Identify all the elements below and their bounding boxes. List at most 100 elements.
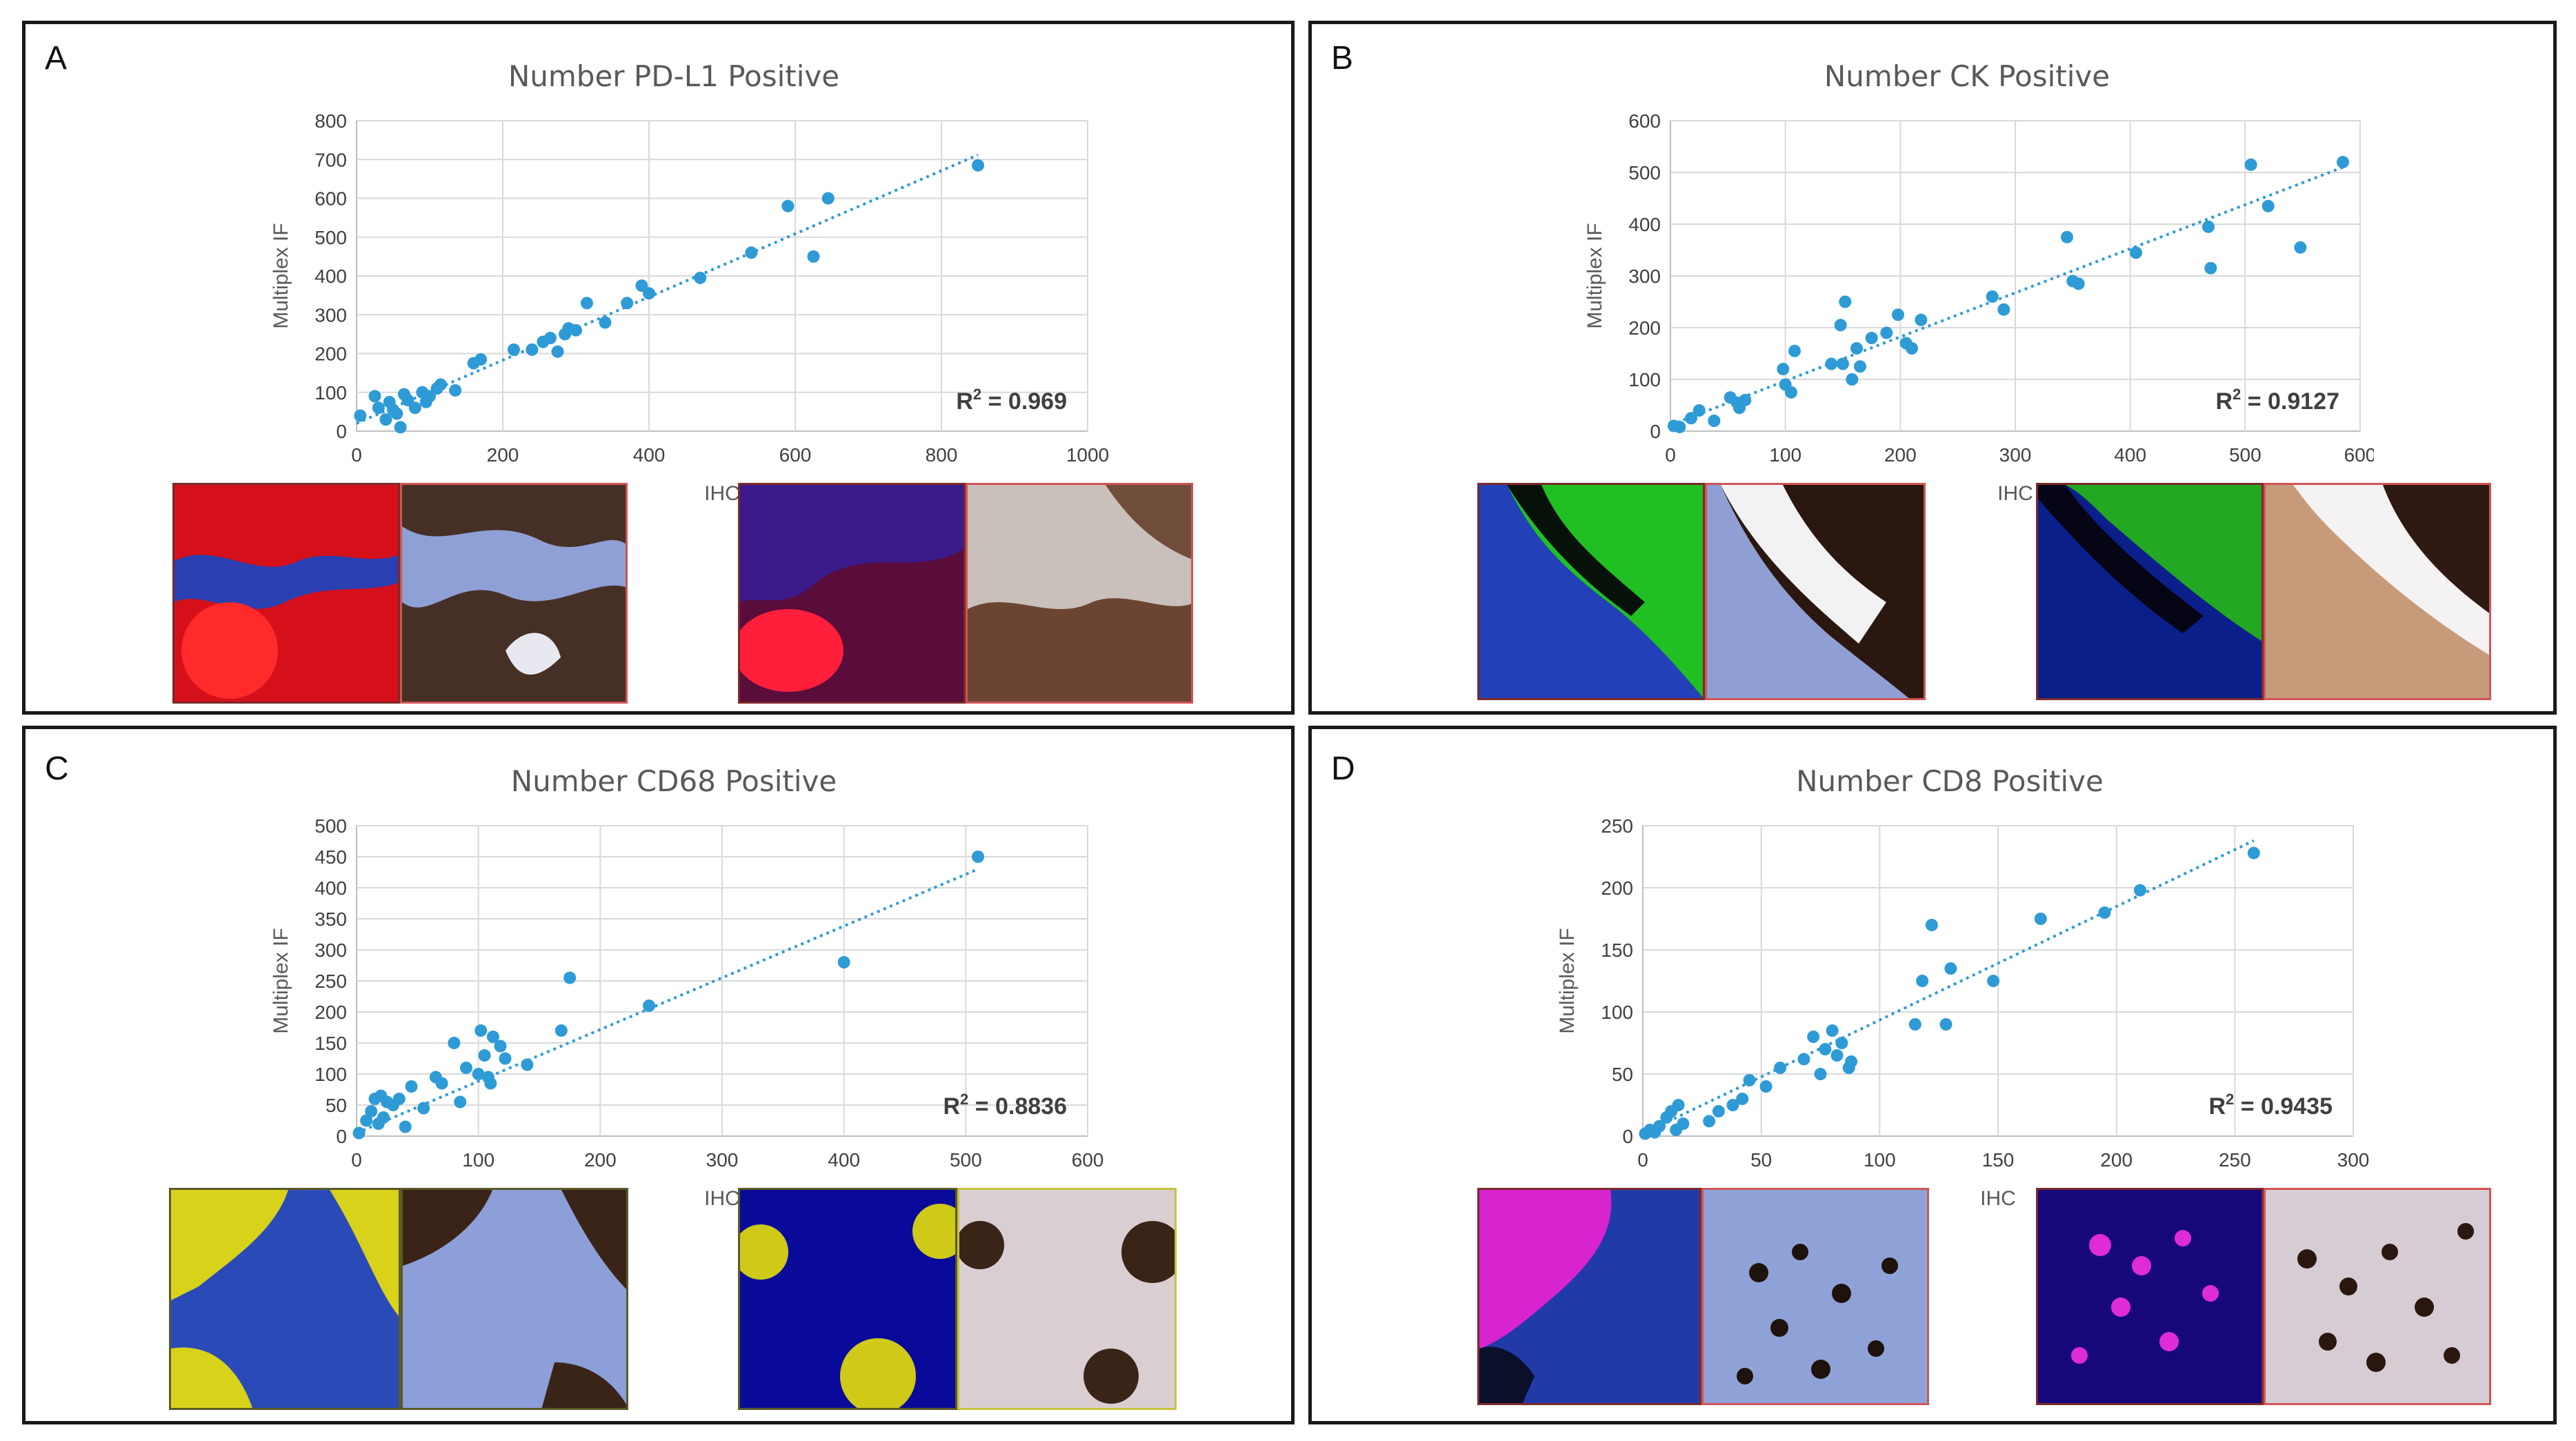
data-point [526,343,539,356]
x-axis-label: IHC [1997,482,2033,505]
ihc-image-tile [2264,1188,2491,1405]
data-point [460,1062,472,1074]
x-tick-label: 800 [926,444,958,466]
stroma-region [1707,485,1914,702]
data-point [1850,342,1863,355]
scatter-chart-cd8: Number CD8 Positive 0 50 100 150 200 250 0 50 100… [1556,764,2369,1210]
data-point [643,1000,655,1012]
x-tick-label: 100 [1864,1149,1896,1171]
if-image-tile [169,1188,403,1412]
data-point [472,1068,485,1080]
panel-letter: A [45,40,68,77]
x-tick-label: 0 [351,444,362,466]
trend-line [356,153,979,425]
stained-cell [2297,1249,2317,1269]
stained-region [561,1190,630,1293]
data-point [2061,230,2073,244]
stained-cell [1868,1340,1884,1357]
r-squared-label: R2 = 0.969 [956,386,1067,415]
data-point [1830,1049,1844,1062]
data-point [478,1049,491,1062]
data-point [1777,363,1790,375]
x-tick-label: 250 [2219,1149,2251,1171]
data-point [1939,1018,1953,1031]
data-point [1807,1031,1820,1043]
data-point [563,971,577,984]
data-point [2134,884,2146,897]
stained-cell [1737,1368,1753,1384]
data-point [635,279,648,292]
y-tick-label: 0 [336,421,347,442]
panel-d: D Number CD8 Positive 0 50 100 150 200 250 0 50 1… [1308,726,2557,1424]
data-point [1708,415,1721,427]
data-point [543,332,557,344]
stained-cell-cluster [1084,1349,1139,1404]
yellow-cell-cluster [733,1224,788,1280]
magenta-cell [2071,1347,2088,1364]
stained-cell [1881,1258,1898,1274]
data-point [1854,360,1866,373]
data-point [643,287,655,300]
data-point [1759,1080,1773,1093]
chart-title: Number CD68 Positive [511,764,837,798]
trend-line [356,868,979,1135]
stained-cell [1770,1319,1788,1337]
stained-region [2383,485,2493,616]
data-point [2294,241,2307,254]
y-tick-label: 300 [314,304,347,326]
y-tick-label: 250 [1601,815,1633,837]
data-point [2244,158,2257,171]
data-point [394,421,407,434]
ihc-image-tile [1705,483,1926,702]
x-tick-label: 500 [950,1149,982,1171]
x-tick-label: 150 [1982,1149,2015,1171]
data-point [837,956,850,968]
x-axis-label: IHC [1980,1187,2016,1210]
ihc-image-tile [2264,483,2493,700]
data-point [781,199,795,212]
stained-cell [1832,1284,1851,1303]
x-tick-label: 600 [1072,1149,1104,1171]
data-point [580,297,593,310]
y-tick-label: 200 [314,1002,347,1023]
stained-cell [2339,1278,2357,1295]
y-tick-label: 600 [314,188,347,210]
data-point [475,1024,488,1037]
if-image-tile [2036,1188,2264,1405]
magenta-cell [2089,1234,2111,1256]
data-point [1906,342,1918,355]
x-tick-label: 400 [633,444,666,466]
dapi-region [1479,485,1707,702]
data-point [1987,975,2000,987]
x-tick-label: 300 [706,1149,739,1171]
yellow-region [171,1347,254,1412]
magenta-cell [2175,1230,2191,1246]
data-point [499,1052,512,1065]
y-tick-label: 450 [314,846,347,868]
ihc-image-tile [966,483,1195,706]
ihc-image-tile [1701,1188,1929,1405]
data-point [360,1114,373,1127]
data-point [1837,357,1849,370]
stroma-region [402,526,630,608]
x-tick-label: 1000 [1066,444,1109,466]
stained-cell [2415,1298,2434,1317]
data-point [521,1058,534,1071]
data-point [1672,1099,1685,1111]
magenta-cell [2202,1285,2219,1302]
data-point [484,1077,497,1090]
stained-cell [2319,1333,2337,1351]
x-tick-label: 400 [2114,444,2146,466]
panel-c: C Number CD68 Positive 0 50 100 150 200 250 300… [22,726,1295,1424]
data-point [417,1102,430,1115]
data-point [621,297,634,310]
data-point [448,1037,461,1049]
panel-b: B Number CK Positive 0 100 200 300 400 500 600 0… [1308,21,2557,715]
data-point [807,250,820,263]
data-point [454,1095,467,1109]
if-image-tile [1477,483,1707,702]
panel-letter: D [1331,751,1355,787]
if-image-tile [1477,1188,1701,1407]
data-point [1865,332,1878,344]
y-tick-label: 50 [326,1095,347,1116]
